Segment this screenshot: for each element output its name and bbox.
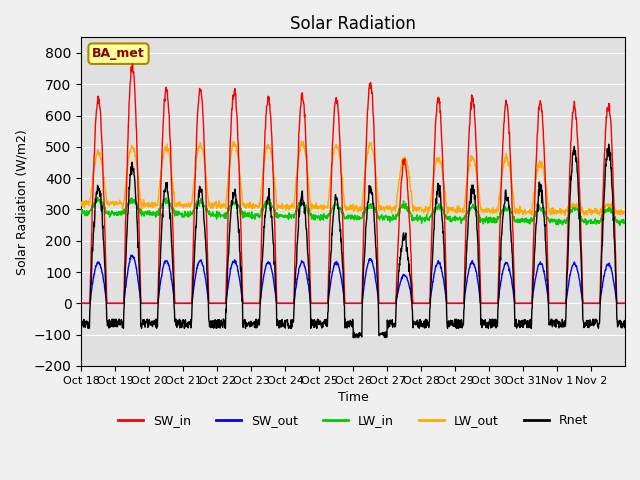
- X-axis label: Time: Time: [338, 391, 369, 404]
- Legend: SW_in, SW_out, LW_in, LW_out, Rnet: SW_in, SW_out, LW_in, LW_out, Rnet: [113, 409, 593, 432]
- Text: BA_met: BA_met: [92, 47, 145, 60]
- Y-axis label: Solar Radiation (W/m2): Solar Radiation (W/m2): [15, 129, 28, 275]
- Title: Solar Radiation: Solar Radiation: [290, 15, 416, 33]
